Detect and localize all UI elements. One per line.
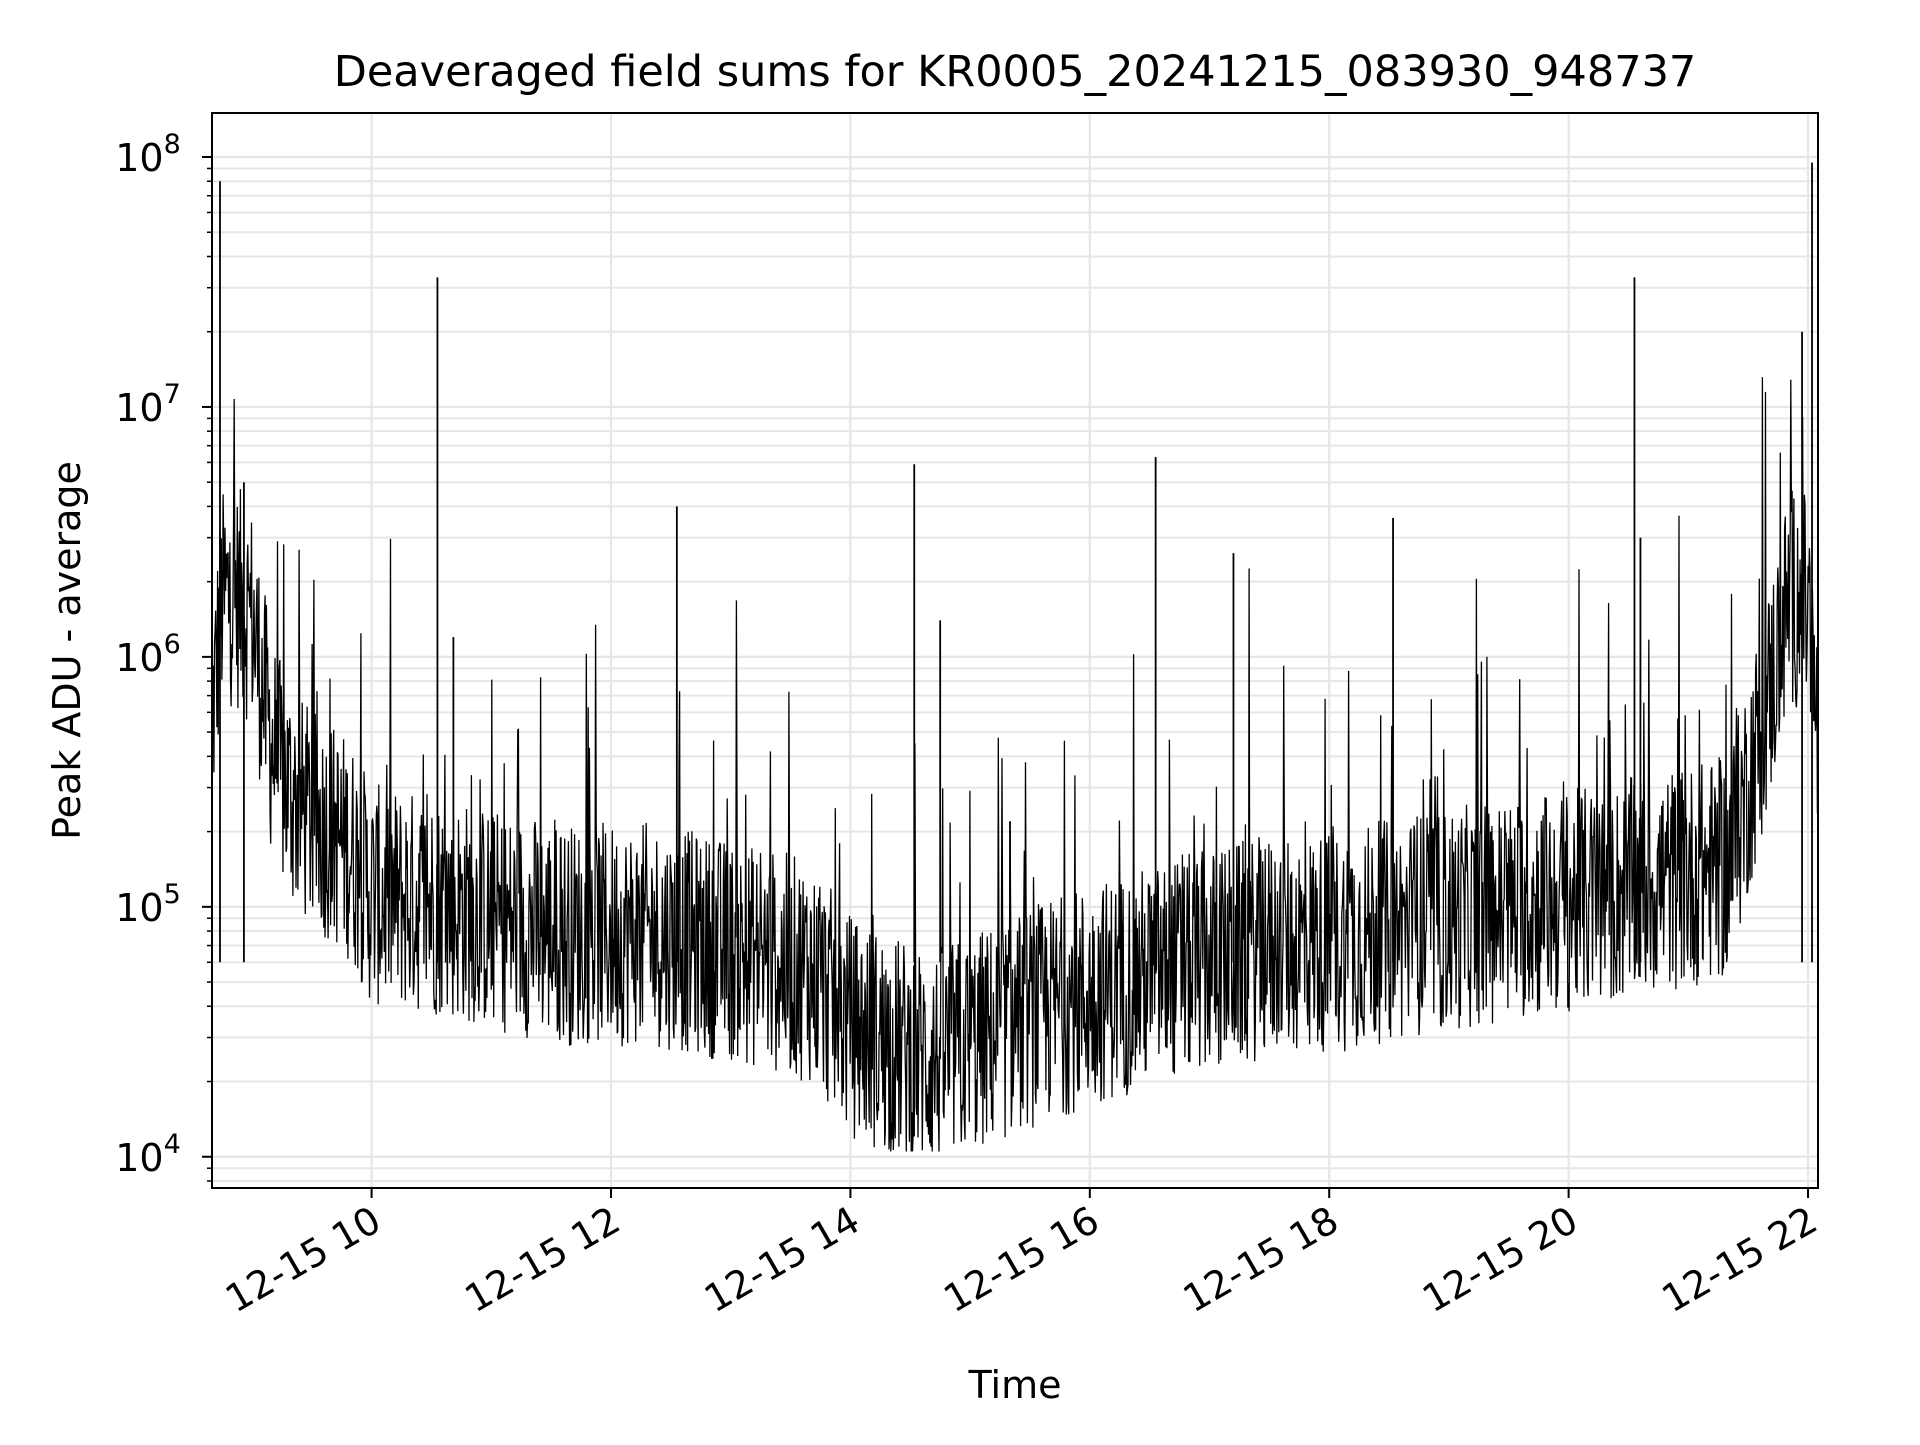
y-tick-label: 105 — [115, 879, 181, 930]
plot-frame — [211, 112, 1819, 1189]
y-tick-label: 104 — [115, 1129, 181, 1180]
y-axis-label: Peak ADU - average — [45, 461, 89, 840]
y-tick-label: 108 — [115, 129, 181, 180]
chart-title: Deaveraged field sums for KR0005_2024121… — [334, 47, 1697, 97]
x-axis-label: Time — [968, 1363, 1062, 1407]
y-tick-label: 106 — [115, 629, 181, 680]
data-layer — [211, 162, 1819, 1152]
y-tick-label: 107 — [115, 379, 181, 430]
series-line — [211, 377, 1819, 1152]
